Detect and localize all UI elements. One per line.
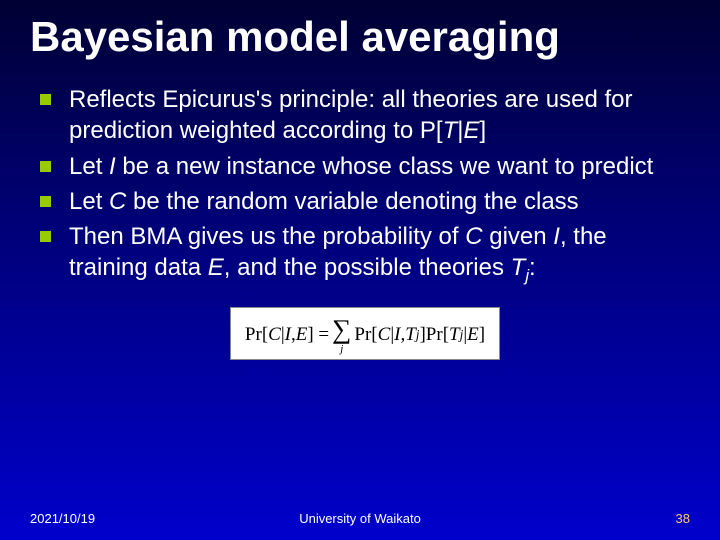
text: ] [479,117,486,144]
slide: Bayesian model averaging Reflects Epicur… [0,0,720,540]
f-text: ]Pr[ [419,324,449,346]
text: , and the possible theories [224,254,511,281]
bullet-icon [40,196,51,207]
formula-container: Pr[C | I, E] = ∑ j Pr[C | I,Tj]Pr[Tj | E… [40,307,690,360]
f-var: E [296,324,308,346]
text-italic: I [109,153,116,180]
f-text: ] [479,324,485,346]
bullet-item: Then BMA gives us the probability of C g… [40,221,690,287]
slide-title: Bayesian model averaging [30,14,690,60]
slide-content: Reflects Epicurus's principle: all theor… [30,84,690,360]
bullet-icon [40,231,51,242]
bullet-item: Let C be the random variable denoting th… [40,186,690,217]
f-text: Pr[ [354,324,377,346]
bullet-text: Let I be a new instance whose class we w… [69,151,653,182]
f-text: Pr[ [245,324,268,346]
sum-sub: j [340,344,343,355]
sigma-icon: ∑ [332,316,351,343]
footer-page-number: 38 [676,511,690,526]
text-italic: I [553,223,560,250]
text-italic: C [465,223,482,250]
f-var: E [467,324,479,346]
bullet-icon [40,94,51,105]
formula-box: Pr[C | I, E] = ∑ j Pr[C | I,Tj]Pr[Tj | E… [230,307,500,360]
text-italic: E [463,117,479,144]
slide-footer: 2021/10/19 University of Waikato 38 [30,511,690,526]
text: Then BMA gives us the probability of [69,223,465,250]
bullet-item: Let I be a new instance whose class we w… [40,151,690,182]
text: given [483,223,554,250]
bullet-text: Then BMA gives us the probability of C g… [69,221,690,287]
text: Let [69,188,109,215]
f-text: ] = [307,324,329,346]
f-var: T [449,324,460,346]
text-italic: E [208,254,224,281]
text: be a new instance whose class we want to… [116,153,654,180]
f-var: T [405,324,416,346]
f-var: C [268,324,281,346]
text-italic: T [443,117,458,144]
f-var: C [378,324,391,346]
footer-org: University of Waikato [299,511,421,526]
formula: Pr[C | I, E] = ∑ j Pr[C | I,Tj]Pr[Tj | E… [245,316,485,355]
bullet-text: Reflects Epicurus's principle: all theor… [69,84,690,146]
text: Reflects Epicurus's principle: all theor… [69,86,633,144]
text: be the random variable denoting the clas… [126,188,578,215]
bullet-icon [40,161,51,172]
sum-icon: ∑ j [332,316,351,355]
text-italic: T [511,254,526,281]
footer-date: 2021/10/19 [30,511,95,526]
text: : [529,254,536,281]
text-italic: C [109,188,126,215]
bullet-item: Reflects Epicurus's principle: all theor… [40,84,690,146]
bullet-text: Let C be the random variable denoting th… [69,186,579,217]
text: Let [69,153,109,180]
